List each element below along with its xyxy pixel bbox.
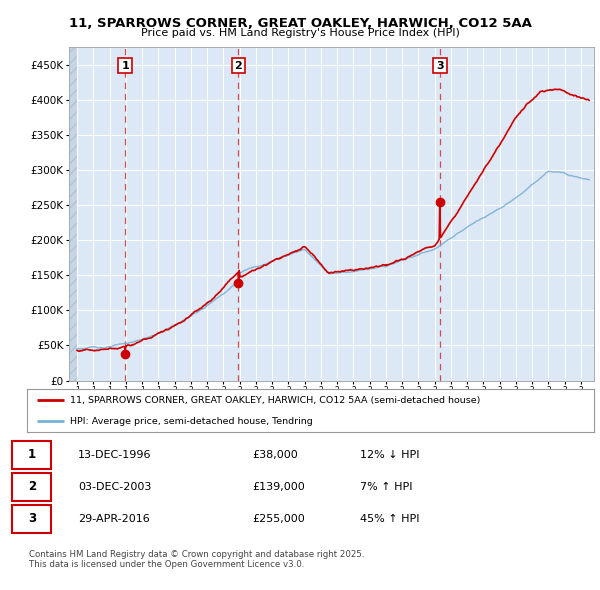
- FancyBboxPatch shape: [12, 473, 51, 501]
- Text: HPI: Average price, semi-detached house, Tendring: HPI: Average price, semi-detached house,…: [70, 417, 312, 426]
- Text: 11, SPARROWS CORNER, GREAT OAKLEY, HARWICH, CO12 5AA: 11, SPARROWS CORNER, GREAT OAKLEY, HARWI…: [68, 17, 532, 30]
- Text: 12% ↓ HPI: 12% ↓ HPI: [360, 450, 419, 460]
- Text: £38,000: £38,000: [252, 450, 298, 460]
- Text: 13-DEC-1996: 13-DEC-1996: [78, 450, 151, 460]
- Text: 7% ↑ HPI: 7% ↑ HPI: [360, 482, 413, 491]
- FancyBboxPatch shape: [12, 441, 51, 468]
- Text: £255,000: £255,000: [252, 514, 305, 524]
- Text: 45% ↑ HPI: 45% ↑ HPI: [360, 514, 419, 524]
- Bar: [69, 47, 77, 381]
- Text: 03-DEC-2003: 03-DEC-2003: [78, 482, 151, 491]
- Text: Price paid vs. HM Land Registry's House Price Index (HPI): Price paid vs. HM Land Registry's House …: [140, 28, 460, 38]
- Text: 2: 2: [235, 61, 242, 71]
- Text: 29-APR-2016: 29-APR-2016: [78, 514, 150, 524]
- Text: 2: 2: [28, 480, 36, 493]
- Text: 3: 3: [28, 512, 36, 525]
- Text: Contains HM Land Registry data © Crown copyright and database right 2025.
This d: Contains HM Land Registry data © Crown c…: [29, 550, 364, 569]
- Text: 1: 1: [121, 61, 129, 71]
- Text: 1: 1: [28, 448, 36, 461]
- Text: £139,000: £139,000: [252, 482, 305, 491]
- Text: 3: 3: [436, 61, 444, 71]
- FancyBboxPatch shape: [12, 505, 51, 533]
- Text: 11, SPARROWS CORNER, GREAT OAKLEY, HARWICH, CO12 5AA (semi-detached house): 11, SPARROWS CORNER, GREAT OAKLEY, HARWI…: [70, 395, 480, 405]
